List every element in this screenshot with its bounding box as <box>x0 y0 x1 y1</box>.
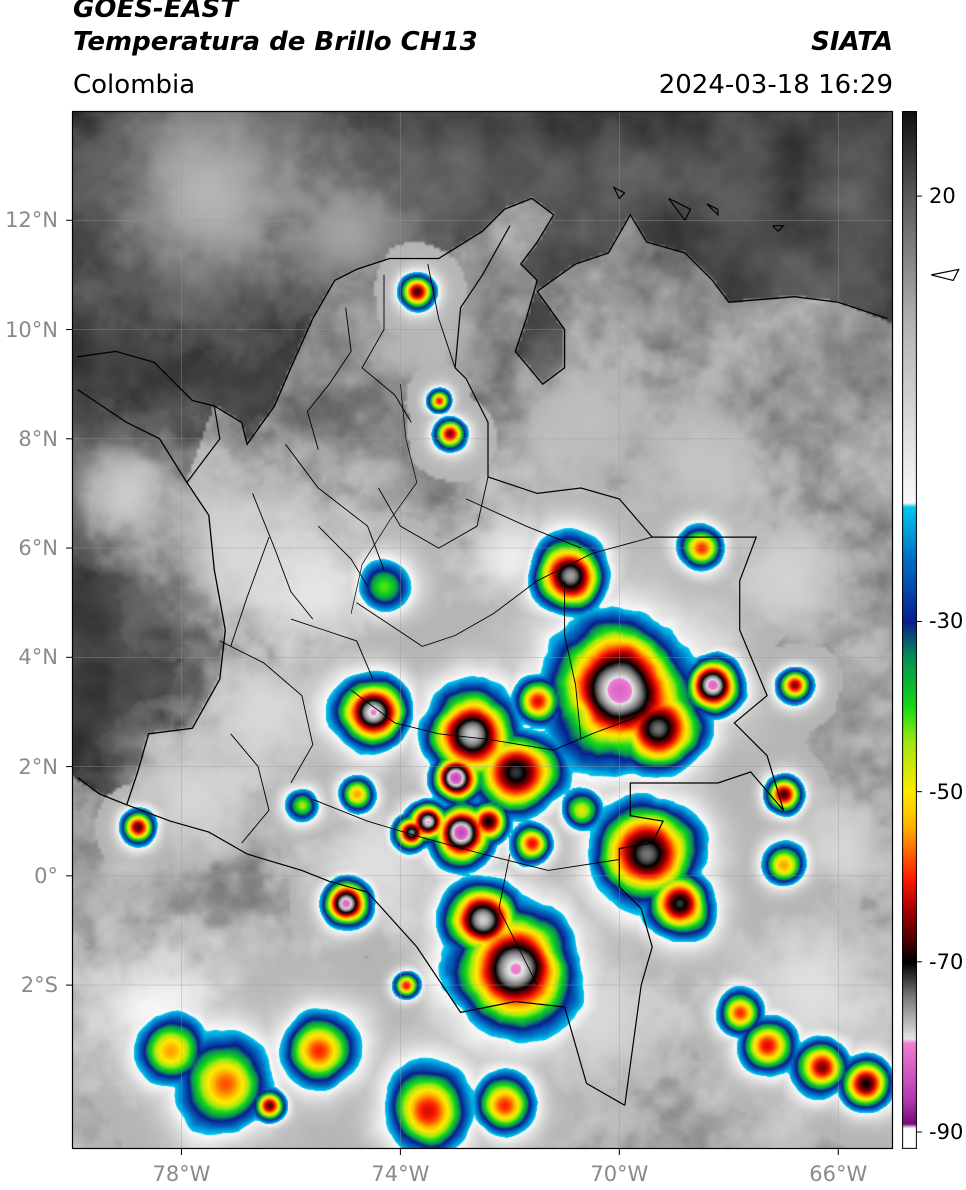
country-border <box>126 804 626 1106</box>
department-boundary <box>465 498 582 549</box>
colorbar <box>902 111 917 1149</box>
department-boundary <box>427 263 456 368</box>
department-boundary <box>252 493 314 620</box>
lat-label: 2°S <box>20 973 58 998</box>
map-frame <box>71 110 894 1150</box>
colorbar-label: -90 <box>929 1119 964 1144</box>
department-boundary <box>219 640 314 784</box>
coastline <box>77 197 888 446</box>
country-border <box>186 405 221 483</box>
lat-label: 2°N <box>18 754 58 779</box>
island-outline <box>706 203 719 217</box>
department-boundary <box>361 274 412 423</box>
product-title: Temperatura de Brillo CH13 <box>73 27 478 57</box>
lat-label: 0° <box>34 863 58 888</box>
lon-label: 66°W <box>809 1162 868 1186</box>
department-boundary <box>306 307 352 450</box>
colorbar-label: 20 <box>929 184 956 209</box>
department-boundary <box>564 580 582 740</box>
lat-label: 6°N <box>18 536 58 561</box>
lon-label: 70°W <box>590 1162 649 1186</box>
department-boundary <box>350 689 636 751</box>
island-outline <box>772 225 785 233</box>
datetime-label: 2024-03-18 16:29 <box>658 70 893 100</box>
colorbar-label: -50 <box>929 779 964 804</box>
island-outline <box>931 268 960 282</box>
lat-label: 10°N <box>5 317 58 342</box>
lat-label: 8°N <box>18 426 58 451</box>
satellite-title: GOES-EAST <box>73 0 239 24</box>
region-label: Colombia <box>73 70 196 100</box>
department-boundary <box>498 853 538 986</box>
department-boundary <box>230 733 270 844</box>
agency-label: SIATA <box>811 27 893 57</box>
department-boundary <box>378 476 489 549</box>
lat-label: 4°N <box>18 645 58 670</box>
department-boundary <box>356 536 653 647</box>
department-boundary <box>285 444 385 571</box>
lat-label: 12°N <box>5 208 58 233</box>
coastline <box>77 389 226 806</box>
lon-label: 74°W <box>371 1162 430 1186</box>
colorbar-label: -30 <box>929 609 964 634</box>
island-outline <box>668 197 692 221</box>
brightness-temperature-map <box>72 111 893 1149</box>
department-boundary <box>317 525 368 587</box>
river-line <box>350 384 418 614</box>
department-boundary <box>230 536 270 647</box>
colorbar-label: -70 <box>929 949 964 974</box>
island-outline <box>612 186 626 200</box>
department-boundary <box>312 798 620 871</box>
lon-label: 78°W <box>152 1162 211 1186</box>
department-boundary <box>290 618 374 680</box>
country-border <box>454 225 785 1106</box>
